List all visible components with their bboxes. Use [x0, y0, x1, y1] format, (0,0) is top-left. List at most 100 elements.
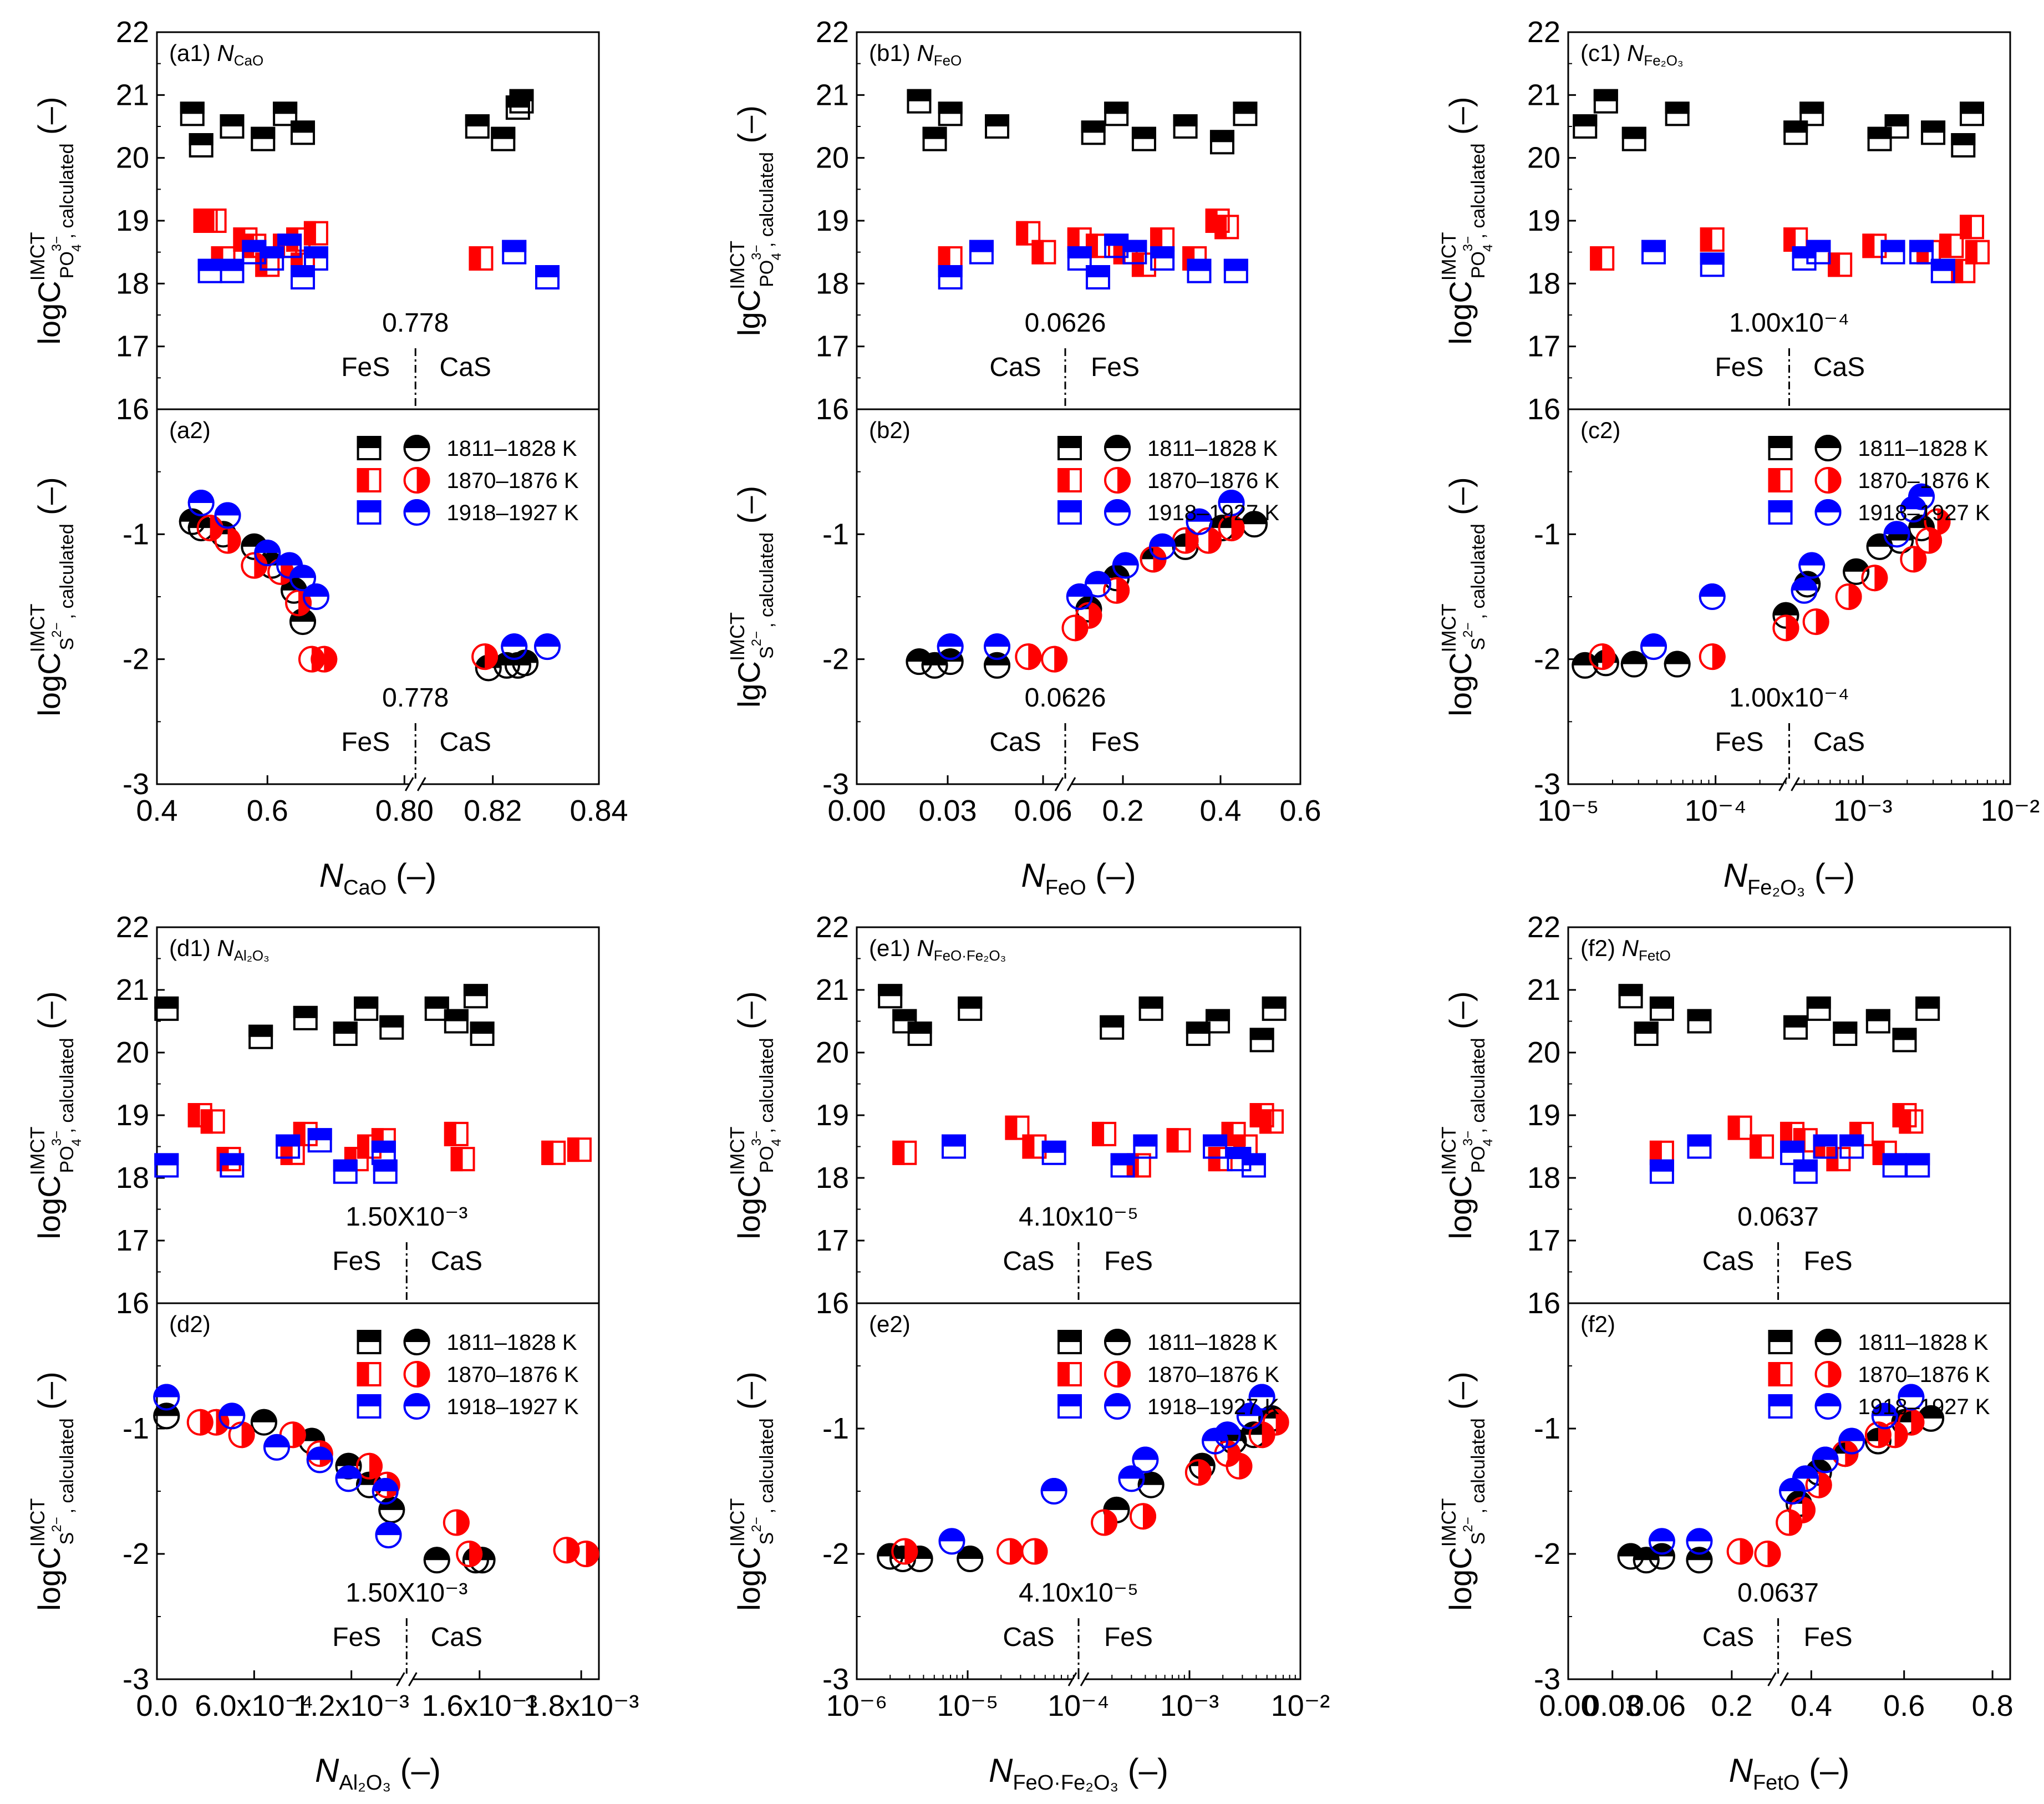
marker-outline	[907, 1022, 932, 1046]
marker-fill	[535, 265, 560, 277]
marker-fill	[1209, 130, 1234, 143]
y-tick-label: 22	[1527, 911, 1560, 944]
y-tick-label: 18	[816, 1161, 849, 1195]
panel-tag: (e2)	[869, 1311, 911, 1337]
square-marker	[1057, 1394, 1082, 1419]
marker-outline	[1812, 1446, 1839, 1473]
marker-fill	[1930, 258, 1955, 271]
marker-fill	[303, 221, 316, 246]
marker-outline	[541, 1140, 566, 1165]
panel-tag: (d2)	[169, 1311, 211, 1337]
label-span: (b1)	[869, 40, 917, 66]
circle-marker	[355, 1452, 383, 1480]
label-span: 2−	[749, 1517, 764, 1532]
x-tick-label: 10⁻⁵	[1538, 794, 1599, 827]
y-tick-label: 22	[116, 16, 149, 49]
label-span: (–)	[32, 477, 67, 524]
left-region-label: FeS	[1715, 353, 1763, 382]
circle-marker	[1132, 1446, 1159, 1473]
circle-marker	[1104, 1329, 1131, 1355]
threshold-value: 1.50X10⁻³	[345, 1202, 467, 1232]
circle-marker	[1924, 508, 1951, 535]
marker-outline	[985, 114, 1010, 139]
marker-outline	[1104, 1393, 1131, 1420]
right-region-label: FeS	[1104, 1247, 1153, 1276]
marker-outline	[1700, 227, 1725, 252]
square-marker	[1793, 1159, 1818, 1184]
label-span: 4	[69, 244, 84, 251]
marker-outline	[491, 126, 516, 151]
square-marker	[154, 1153, 179, 1178]
marker-fill	[354, 996, 379, 1009]
marker-outline	[1924, 508, 1951, 535]
circle-marker	[196, 515, 223, 542]
label-span: FeO	[1045, 876, 1086, 900]
circle-marker	[891, 1538, 918, 1565]
axis-break-mark	[408, 1672, 418, 1686]
marker-outline	[372, 1478, 399, 1505]
marker-outline	[1864, 1421, 1892, 1449]
marker-outline	[1648, 1528, 1675, 1555]
axis-break-mark	[1779, 1672, 1789, 1686]
label-span: 4	[69, 1139, 84, 1146]
square-marker	[291, 120, 316, 145]
y-tick-label: 22	[116, 911, 149, 944]
marker-outline	[1828, 252, 1853, 277]
marker-fill	[1262, 996, 1287, 1009]
marker-outline	[1133, 1134, 1158, 1159]
panel-tag: (a1) NCaO	[169, 40, 263, 69]
marker-fill	[154, 1153, 179, 1166]
square-marker	[1590, 246, 1615, 271]
marker-outline	[501, 633, 528, 660]
y-tick-label: -1	[1534, 1412, 1560, 1445]
marker-outline	[1754, 1541, 1781, 1567]
marker-fill	[1872, 1140, 1885, 1165]
marker-outline	[154, 996, 179, 1021]
marker-outline	[1186, 1022, 1211, 1046]
marker-fill	[1081, 120, 1106, 133]
marker-fill	[1122, 240, 1147, 252]
marker-fill	[357, 1330, 382, 1342]
x-tick-label: 10⁻⁵	[937, 1689, 999, 1722]
marker-fill	[1960, 101, 1985, 114]
label-span: (–)	[32, 991, 67, 1038]
circle-marker	[1664, 651, 1691, 678]
marker-outline	[1880, 240, 1905, 265]
y-axis-label: logCIMCT PO3− 4 , calculated (–)	[1437, 96, 1496, 344]
marker-outline	[311, 646, 338, 673]
panel-tag: (e1) NFeO·Fe₂O₃	[869, 935, 1006, 964]
circle-marker	[1699, 583, 1726, 610]
marker-outline	[260, 246, 284, 271]
marker-outline	[375, 1522, 402, 1549]
label-span: logC	[1443, 1175, 1478, 1239]
label-span: IMCT	[1437, 1126, 1460, 1175]
marker-outline	[357, 1330, 382, 1354]
square-marker	[1206, 1009, 1231, 1034]
marker-fill	[1166, 1128, 1179, 1153]
square-marker	[277, 233, 302, 258]
marker-outline	[1915, 527, 1943, 554]
label-span: (–)	[1443, 991, 1478, 1038]
marker-outline	[250, 1409, 277, 1436]
y-tick-label: 16	[116, 393, 149, 426]
y-tick-label: 20	[1527, 1036, 1560, 1069]
marker-outline	[1131, 126, 1156, 151]
square-marker	[1621, 126, 1646, 151]
marker-fill	[1133, 1134, 1158, 1147]
threshold-value: 0.0637	[1737, 1202, 1819, 1232]
marker-fill	[469, 246, 481, 271]
x-tick-label: 0.00	[827, 794, 886, 827]
marker-fill	[938, 246, 950, 271]
marker-fill	[357, 1394, 382, 1406]
marker-outline	[1132, 1446, 1159, 1473]
square-marker	[1727, 1115, 1752, 1140]
square-marker	[444, 1121, 469, 1146]
marker-outline	[469, 246, 494, 271]
marker-outline	[1687, 1009, 1712, 1034]
label-span: IMCT	[726, 241, 749, 289]
marker-outline	[1214, 1421, 1241, 1449]
threshold-value: 1.00x10⁻⁴	[1729, 308, 1849, 338]
marker-fill	[357, 1134, 369, 1159]
square-marker	[200, 1109, 225, 1134]
y-tick-label: 21	[1527, 973, 1560, 1007]
